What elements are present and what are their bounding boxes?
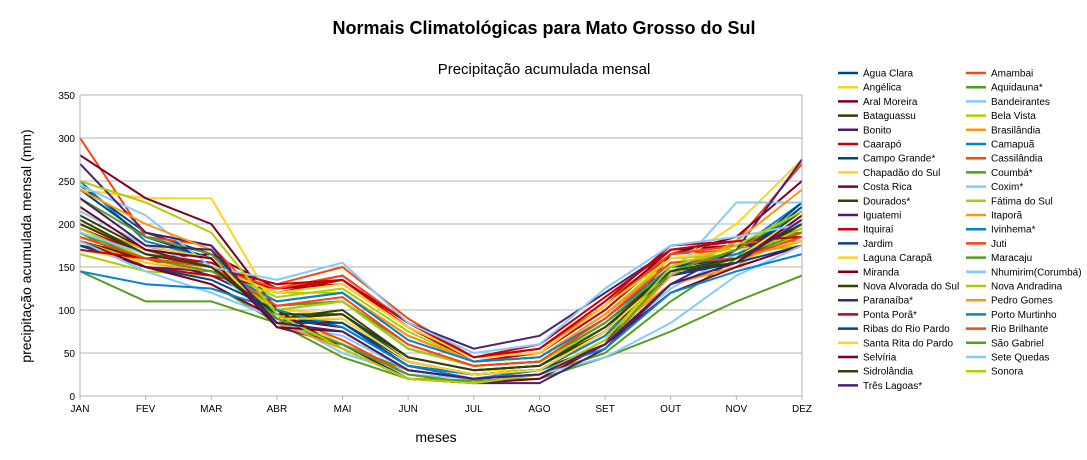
legend-label: Bataguassu bbox=[863, 111, 916, 122]
legend-label: Jardim bbox=[863, 239, 893, 250]
chart-subtitle: Precipitação acumulada mensal bbox=[438, 61, 651, 78]
x-tick-label: JUL bbox=[465, 404, 483, 415]
legend-label: Ribas do Rio Pardo bbox=[863, 324, 950, 335]
legend-label: Miranda bbox=[863, 267, 900, 278]
legend-label: Pedro Gomes bbox=[991, 296, 1053, 307]
legend-label: Maracaju bbox=[991, 253, 1032, 264]
legend-label: Cassilândia bbox=[991, 154, 1043, 165]
legend-label: Aral Moreira bbox=[863, 97, 918, 108]
series-line bbox=[79, 240, 803, 380]
x-tick-label: AGO bbox=[528, 404, 550, 415]
legend-label: Itaporã bbox=[991, 211, 1023, 222]
legend-label: Nova Alvorada do Sul bbox=[863, 282, 959, 293]
series-line bbox=[79, 197, 803, 385]
legend-label: Brasilândia bbox=[991, 125, 1041, 136]
legend-label: Dourados* bbox=[863, 196, 910, 207]
legend-label: Bandeirantes bbox=[991, 97, 1050, 108]
legend-label: Amambai bbox=[991, 69, 1033, 80]
legend-label: São Gabriel bbox=[991, 338, 1044, 349]
y-tick-label: 100 bbox=[58, 306, 75, 317]
y-tick-label: 250 bbox=[58, 177, 75, 188]
legend-label: Itquiraí bbox=[863, 225, 894, 236]
legend-label: Paranaíba* bbox=[863, 296, 913, 307]
x-tick-label: SET bbox=[595, 404, 614, 415]
legend-label: Aquidauna* bbox=[991, 83, 1043, 94]
legend-label: Ponta Porã* bbox=[863, 310, 917, 321]
x-axis-ticks: JAN FEV MAR ABR MAI JUN JUL AGO SET OUT NOV DEZ bbox=[71, 396, 812, 415]
y-tick-label: 0 bbox=[69, 392, 75, 403]
chart-title: Normais Climatológicas para Mato Grosso … bbox=[332, 18, 755, 38]
legend-label: Três Lagoas* bbox=[863, 381, 922, 392]
legend-label: Nova Andradina bbox=[991, 282, 1063, 293]
x-tick-label: ABR bbox=[267, 404, 288, 415]
y-tick-label: 300 bbox=[58, 134, 75, 145]
legend-label: Porto Murtinho bbox=[991, 310, 1057, 321]
series-line bbox=[79, 180, 803, 385]
legend-label: Iguatemi bbox=[863, 211, 901, 222]
x-tick-label: OUT bbox=[660, 404, 681, 415]
x-axis-title: meses bbox=[415, 429, 456, 445]
legend-label: Santa Rita do Pardo bbox=[863, 338, 953, 349]
y-tick-label: 350 bbox=[58, 91, 75, 102]
series-lines bbox=[79, 137, 803, 385]
legend-label: Bela Vista bbox=[991, 111, 1036, 122]
legend-label: Campo Grande* bbox=[863, 154, 935, 165]
series-line bbox=[79, 210, 803, 380]
legend-label: Caarapó bbox=[863, 140, 902, 151]
legend: Água Clara Amambai Angélica Aquidauna* Aral … bbox=[838, 67, 1082, 392]
legend-label: Coxim* bbox=[991, 182, 1023, 193]
legend-label: Camapuã bbox=[991, 140, 1035, 151]
series-line bbox=[79, 253, 803, 376]
plot-frame bbox=[79, 94, 803, 397]
legend-label: Coumbá* bbox=[991, 168, 1033, 179]
x-tick-label: DEZ bbox=[792, 404, 812, 415]
x-tick-label: NOV bbox=[726, 404, 748, 415]
legend-label: Fátima do Sul bbox=[991, 196, 1053, 207]
legend-label: Rio Brilhante bbox=[991, 324, 1049, 335]
x-tick-label: MAI bbox=[334, 404, 352, 415]
legend-label: Sonora bbox=[991, 367, 1024, 378]
y-axis-title: precipitação acumulada mensal (mm) bbox=[18, 129, 34, 362]
series-line bbox=[79, 218, 803, 372]
legend-label: Chapadão do Sul bbox=[863, 168, 940, 179]
y-tick-label: 200 bbox=[58, 220, 75, 231]
x-tick-label: JUN bbox=[398, 404, 417, 415]
legend-label: Sete Quedas bbox=[991, 353, 1049, 364]
legend-label: Juti bbox=[991, 239, 1007, 250]
legend-label: Selvíria bbox=[863, 353, 897, 364]
legend-label: Angélica bbox=[863, 83, 902, 94]
legend-label: Água Clara bbox=[863, 67, 913, 80]
legend-label: Nhumirim(Corumbá) bbox=[991, 267, 1082, 278]
legend-label: Bonito bbox=[863, 125, 892, 136]
y-axis-ticks: 0 50 100 150 200 250 300 350 bbox=[58, 91, 75, 403]
legend-label: Costa Rica bbox=[863, 182, 912, 193]
y-tick-label: 150 bbox=[58, 263, 75, 274]
legend-label: Laguna Carapã bbox=[863, 253, 932, 264]
legend-label: Sidrolândia bbox=[863, 367, 913, 378]
series-line bbox=[79, 197, 803, 380]
y-tick-label: 50 bbox=[64, 349, 76, 360]
x-tick-label: MAR bbox=[200, 404, 222, 415]
x-tick-label: FEV bbox=[136, 404, 156, 415]
legend-label: Ivinhema* bbox=[991, 225, 1036, 236]
x-tick-label: JAN bbox=[71, 404, 90, 415]
